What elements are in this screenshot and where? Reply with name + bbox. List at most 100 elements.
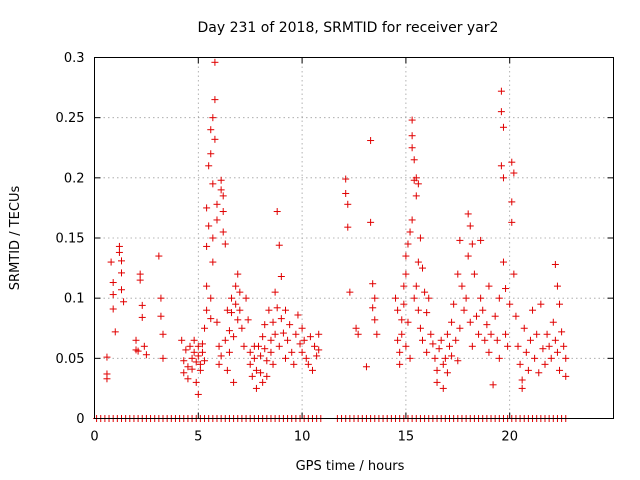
data-point: [485, 348, 493, 356]
data-point: [425, 294, 433, 302]
y-axis-label: SRMTID / TECUs: [8, 186, 23, 291]
data-point: [134, 347, 142, 355]
data-point: [302, 354, 310, 362]
data-point: [117, 269, 125, 277]
data-point: [562, 372, 570, 380]
axis-ticks: [94, 57, 614, 419]
y-tick-label: 0.1: [64, 292, 85, 307]
data-point: [211, 96, 219, 104]
data-point: [514, 342, 522, 350]
data-point: [433, 366, 441, 374]
data-point: [194, 342, 202, 350]
data-point: [234, 270, 242, 278]
data-point: [472, 312, 480, 320]
data-point: [203, 306, 211, 314]
data-point: [369, 304, 377, 312]
data-point: [308, 366, 316, 374]
data-point: [267, 336, 275, 344]
data-point: [117, 257, 125, 265]
data-point: [132, 336, 140, 344]
data-point: [205, 222, 213, 230]
data-point: [203, 204, 211, 212]
data-point: [412, 174, 420, 182]
data-point: [219, 192, 227, 200]
data-point: [265, 306, 273, 314]
data-point: [246, 348, 254, 356]
data-point: [271, 330, 279, 338]
data-point: [427, 330, 435, 338]
data-point: [464, 252, 472, 260]
data-point: [201, 357, 209, 365]
data-point: [499, 174, 507, 182]
data-point: [419, 336, 427, 344]
data-point: [499, 123, 507, 131]
data-point: [306, 333, 314, 341]
data-point: [526, 336, 534, 344]
data-point: [352, 324, 360, 332]
data-point: [406, 228, 414, 236]
data-point: [269, 360, 277, 368]
data-point: [217, 352, 225, 360]
data-point: [398, 330, 406, 338]
data-point: [495, 294, 503, 302]
data-point: [342, 175, 350, 183]
data-point: [518, 376, 526, 384]
data-point: [464, 210, 472, 218]
data-point: [259, 333, 267, 341]
data-point: [402, 252, 410, 260]
data-point: [412, 192, 420, 200]
data-point: [516, 360, 524, 368]
data-point: [495, 354, 503, 362]
data-point: [429, 340, 437, 348]
data-point: [300, 336, 308, 344]
data-point: [477, 236, 485, 244]
x-tick-label: 15: [398, 430, 415, 445]
data-point: [435, 345, 443, 353]
data-point: [396, 360, 404, 368]
data-point: [502, 285, 510, 293]
data-point: [290, 360, 298, 368]
data-point: [475, 330, 483, 338]
data-point: [296, 340, 304, 348]
data-point: [445, 342, 453, 350]
data-point: [248, 372, 256, 380]
data-point: [485, 282, 493, 290]
data-point: [109, 305, 117, 313]
data-point: [261, 321, 269, 329]
data-point: [454, 357, 462, 365]
y-tick-label: 0.2: [64, 171, 85, 186]
data-point: [394, 336, 402, 344]
data-point: [529, 306, 537, 314]
data-point: [537, 300, 545, 308]
data-point: [315, 346, 323, 354]
data-point: [421, 288, 429, 296]
y-tick-label: 0.15: [56, 232, 85, 247]
data-point: [346, 288, 354, 296]
data-point: [483, 321, 491, 329]
data-point: [298, 324, 306, 332]
data-point: [194, 390, 202, 398]
x-tick-labels: 0 5 10 15 20: [90, 430, 518, 445]
data-point: [120, 298, 128, 306]
data-point: [103, 375, 111, 383]
data-point: [184, 375, 192, 383]
data-point: [221, 240, 229, 248]
data-point: [551, 260, 559, 268]
data-point: [416, 324, 424, 332]
data-point: [279, 329, 287, 337]
data-point: [209, 180, 217, 188]
data-point: [261, 345, 269, 353]
data-point: [456, 236, 464, 244]
data-point: [223, 306, 231, 314]
data-point: [198, 348, 206, 356]
data-point: [115, 248, 123, 256]
data-point: [209, 258, 217, 266]
chart-title: Day 231 of 2018, SRMTID for receiver yar…: [198, 20, 499, 36]
data-point: [178, 336, 186, 344]
data-point: [398, 316, 406, 324]
data-point: [194, 352, 202, 360]
data-point: [242, 294, 250, 302]
data-point: [402, 342, 410, 350]
data-point: [311, 342, 319, 350]
data-point: [209, 114, 217, 122]
